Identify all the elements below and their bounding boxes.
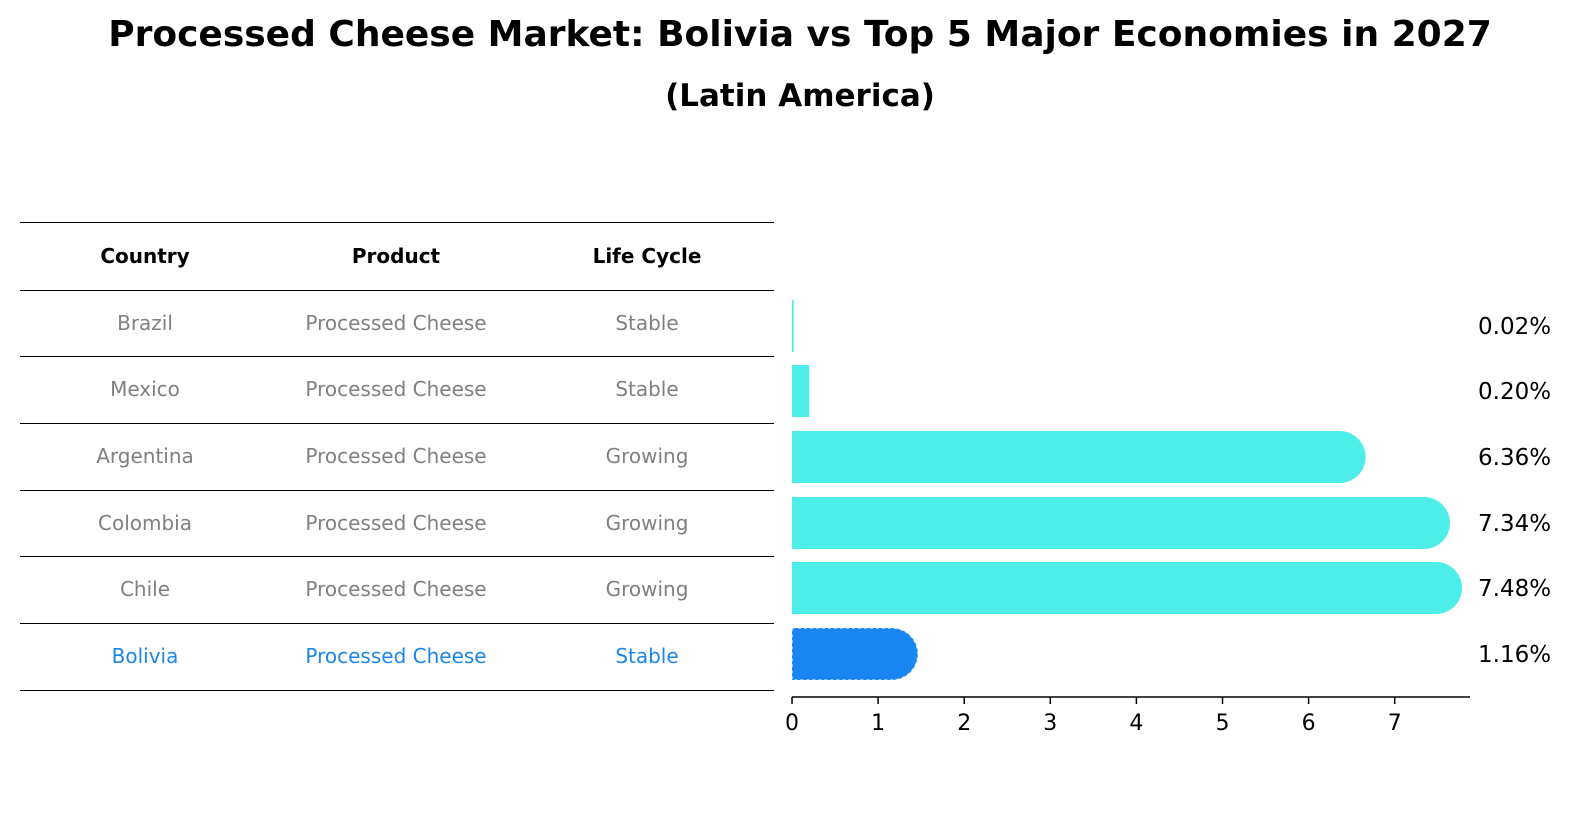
table-cell-country: Bolivia <box>111 644 179 668</box>
bar-brazil <box>792 300 794 352</box>
x-tick-label: 0 <box>785 711 799 736</box>
table-cell-country: Colombia <box>98 511 192 535</box>
table-cell-life-cycle: Growing <box>605 444 689 468</box>
table-cell-country: Argentina <box>96 444 194 468</box>
table-rule <box>20 490 774 491</box>
table-rule <box>20 623 774 624</box>
value-label: 7.48% <box>1478 576 1551 602</box>
table-cell-product: Processed Cheese <box>305 644 487 668</box>
table-cell-life-cycle: Growing <box>605 577 689 601</box>
bar-colombia <box>792 497 1450 549</box>
value-label: 7.34% <box>1478 511 1551 537</box>
chart-subtitle: (Latin America) <box>665 78 935 114</box>
table-rule <box>20 222 774 223</box>
value-label: 0.02% <box>1478 314 1551 340</box>
table-header-cell: Life Cycle <box>592 244 702 268</box>
table-rule <box>20 556 774 557</box>
chart-title: Processed Cheese Market: Bolivia vs Top … <box>108 14 1492 55</box>
x-tick-label: 2 <box>957 711 971 736</box>
table-rule <box>20 423 774 424</box>
table-cell-life-cycle: Stable <box>615 644 679 668</box>
table-rule <box>20 690 774 691</box>
table-cell-product: Processed Cheese <box>305 444 487 468</box>
table-cell-life-cycle: Stable <box>615 311 679 335</box>
table-cell-product: Processed Cheese <box>305 311 487 335</box>
value-label: 0.20% <box>1478 379 1551 405</box>
table-cell-product: Processed Cheese <box>305 511 487 535</box>
table-cell-product: Processed Cheese <box>305 377 487 401</box>
table-rule <box>20 356 774 357</box>
x-tick-label: 1 <box>871 711 885 736</box>
bar-mexico <box>792 365 810 417</box>
table-rule <box>20 290 774 291</box>
x-tick-label: 6 <box>1302 711 1316 736</box>
table-header-cell: Country <box>100 244 190 268</box>
table-cell-product: Processed Cheese <box>305 577 487 601</box>
bar-highlight-outline <box>791 627 919 681</box>
bar-argentina <box>792 431 1366 483</box>
x-tick-label: 4 <box>1129 711 1143 736</box>
bar-chile <box>792 562 1463 614</box>
table-cell-country: Chile <box>119 577 171 601</box>
value-label: 1.16% <box>1478 642 1551 668</box>
table-cell-country: Mexico <box>110 377 180 401</box>
table-cell-life-cycle: Growing <box>605 511 689 535</box>
x-tick-label: 5 <box>1216 711 1230 736</box>
value-label: 6.36% <box>1478 445 1551 471</box>
table-header-cell: Product <box>351 244 441 268</box>
table-cell-life-cycle: Stable <box>615 377 679 401</box>
table-cell-country: Brazil <box>117 311 173 335</box>
bar-bolivia <box>792 628 918 680</box>
x-tick-label: 7 <box>1388 711 1402 736</box>
x-tick-label: 3 <box>1043 711 1057 736</box>
